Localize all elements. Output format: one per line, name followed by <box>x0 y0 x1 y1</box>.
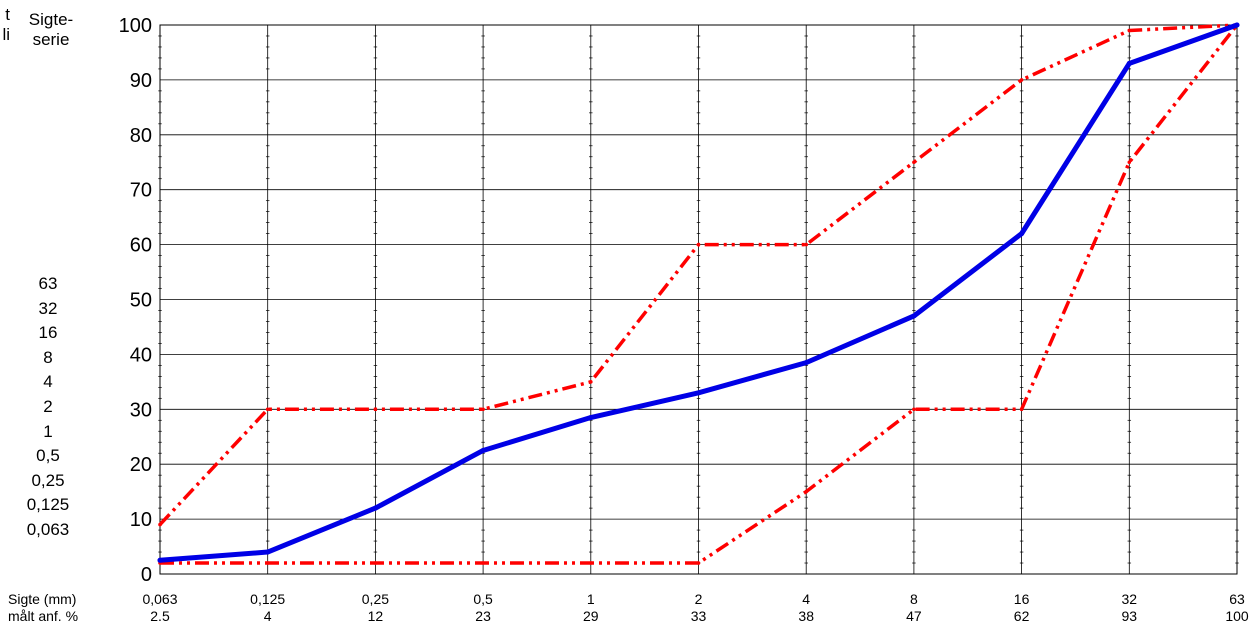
data-point-lower-limit <box>1127 160 1132 165</box>
passing-value-label: 29 <box>583 608 599 624</box>
x-tick-label: 2 <box>695 591 703 607</box>
sieve-series-item: 0,25 <box>31 470 65 490</box>
sieve-series-list: 63 32 16 8 4 2 1 0,5 0,25 0,125 0,063 <box>18 272 78 543</box>
passing-value-label: 38 <box>798 608 814 624</box>
x-tick-label: 63 <box>1229 591 1245 607</box>
sieve-series-item: 1 <box>43 421 53 441</box>
data-point-measured <box>803 360 809 366</box>
side-col1-header: t li <box>0 5 10 45</box>
y-tick-label: 10 <box>130 509 152 531</box>
x-tick-label: 1 <box>587 591 595 607</box>
data-point-measured <box>1019 231 1025 237</box>
passing-value-label: 33 <box>691 608 707 624</box>
y-tick-label: 0 <box>141 564 152 586</box>
sieve-series-item: 8 <box>43 347 53 367</box>
data-point-lower-limit <box>1019 407 1024 412</box>
data-point-measured <box>1234 22 1240 28</box>
data-point-upper-limit <box>265 407 270 412</box>
data-point-upper-limit <box>1019 78 1024 82</box>
data-point-measured <box>588 415 594 421</box>
sieve-series-item: 32 <box>38 298 58 318</box>
data-point-measured <box>696 390 701 396</box>
data-point-measured <box>911 313 917 319</box>
data-point-lower-limit <box>696 561 701 565</box>
sieve-series-item: 0,5 <box>36 446 60 466</box>
passing-value-label: 47 <box>906 608 922 624</box>
sieve-series-item: 0,125 <box>26 495 70 515</box>
x-tick-label: 0,5 <box>473 591 493 607</box>
x-tick-label: 8 <box>910 591 918 607</box>
side-col2-header-line1: Sigte- <box>28 10 74 29</box>
data-point-lower-limit <box>589 561 593 565</box>
data-point-lower-limit <box>912 407 916 412</box>
data-point-upper-limit <box>696 242 701 247</box>
sieve-series-item: 16 <box>38 323 58 343</box>
side-col2-header-line2: serie <box>32 30 70 49</box>
y-tick-label: 70 <box>130 180 152 202</box>
y-tick-label: 50 <box>130 290 152 312</box>
data-point-lower-limit <box>265 561 270 565</box>
sieve-series-item: 4 <box>43 372 53 392</box>
passing-value-label: 62 <box>1014 608 1030 624</box>
data-point-upper-limit <box>589 380 593 384</box>
data-point-upper-limit <box>1127 28 1132 33</box>
sieve-row-label: Sigte (mm) <box>8 591 77 607</box>
y-tick-label: 40 <box>130 344 152 366</box>
passing-value-label: 93 <box>1122 608 1138 624</box>
y-tick-label: 80 <box>130 125 152 147</box>
passing-value-label: 2.5 <box>150 608 170 624</box>
y-tick-label: 100 <box>119 15 152 37</box>
data-point-upper-limit <box>158 522 162 527</box>
x-tick-label: 16 <box>1014 591 1030 607</box>
x-tick-label: 0,25 <box>362 591 389 607</box>
passing-value-label: 23 <box>475 608 491 624</box>
side-col1-header-line1: t <box>5 5 10 24</box>
data-point-upper-limit <box>804 242 808 247</box>
x-tick-label: 4 <box>802 591 810 607</box>
data-point-lower-limit <box>804 489 808 494</box>
side-col2-header: Sigte- serie <box>20 10 82 50</box>
data-point-lower-limit <box>481 561 485 565</box>
data-point-upper-limit <box>481 407 485 412</box>
data-point-measured <box>265 549 271 555</box>
sieve-series-item: 0,063 <box>26 519 70 539</box>
passing-row-label: målt anf. % <box>8 608 79 624</box>
data-point-upper-limit <box>373 407 378 412</box>
y-tick-label: 30 <box>130 399 152 421</box>
y-tick-label: 20 <box>130 454 152 476</box>
data-point-measured <box>157 557 163 563</box>
data-point-measured <box>372 505 378 511</box>
sieve-series-item: 63 <box>38 274 58 293</box>
x-tick-label: 0,063 <box>142 591 177 607</box>
data-point-measured <box>480 447 486 453</box>
x-tick-label: 32 <box>1122 591 1138 607</box>
y-tick-label: 60 <box>130 235 152 257</box>
data-point-upper-limit <box>912 160 916 165</box>
passing-value-label: 100 <box>1225 608 1249 624</box>
sieve-series-item: 2 <box>43 396 53 416</box>
data-point-measured <box>1126 60 1132 66</box>
passing-value-label: 4 <box>264 608 272 624</box>
passing-value-label: 12 <box>368 608 384 624</box>
x-tick-label: 0,125 <box>250 591 285 607</box>
side-col1-header-line2: li <box>2 25 10 44</box>
data-point-lower-limit <box>373 561 378 565</box>
y-tick-label: 90 <box>130 70 152 92</box>
